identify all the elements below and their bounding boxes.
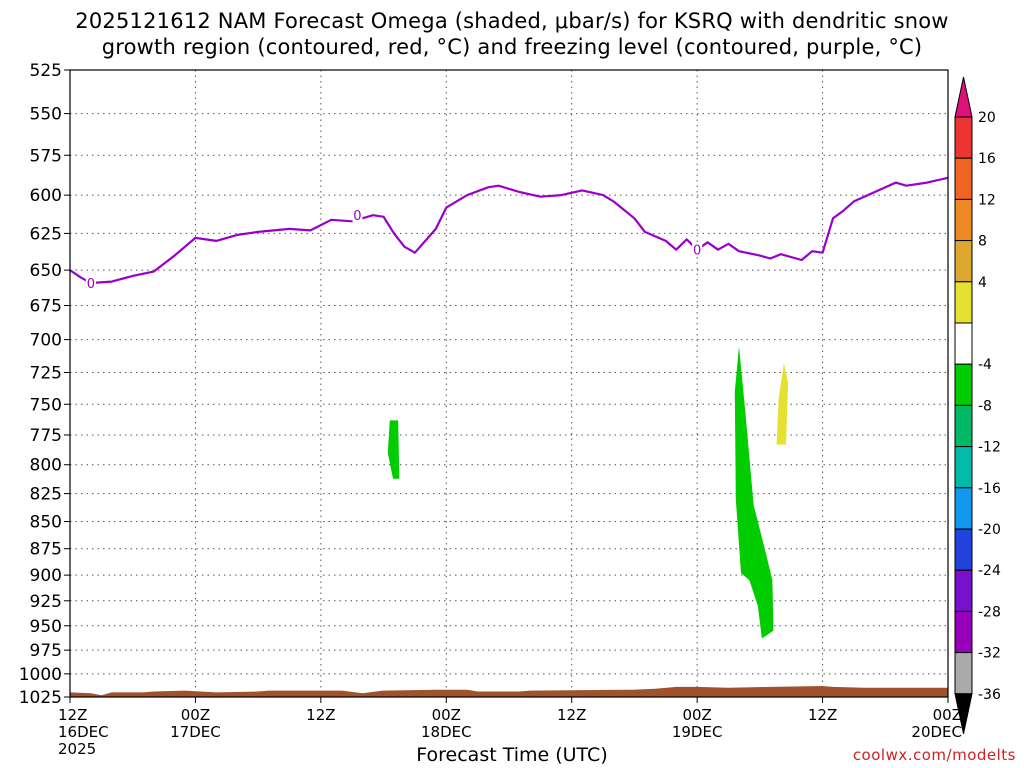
y-tick-label: 600	[30, 186, 62, 206]
contour-label-bg	[692, 242, 703, 257]
colorbar-swatch	[954, 610, 973, 654]
chart-title: 2025121612 NAM Forecast Omega (shaded, μ…	[0, 8, 1024, 60]
y-tick-label: 1000	[19, 665, 62, 685]
credit-link[interactable]: coolwx.com/modelts	[852, 746, 1016, 764]
colorbar-label: 4	[978, 275, 987, 291]
colorbar-swatch	[954, 446, 973, 489]
colorbar-label: -8	[978, 398, 992, 414]
x-tick-label: 00Z	[682, 706, 711, 724]
x-tick-label: 16DEC	[58, 723, 109, 741]
y-tick-label: 875	[30, 540, 62, 560]
plot-border	[69, 69, 949, 698]
y-tick-label: 750	[30, 395, 62, 415]
x-tick-label: 2025	[58, 740, 96, 758]
colorbar-label: -16	[978, 481, 1001, 497]
x-tick-label: 00Z	[432, 706, 461, 724]
x-tick-label: 20DEC	[911, 723, 962, 741]
contour-label: 0	[87, 277, 95, 292]
x-tick-label: 12Z	[808, 706, 837, 724]
colorbar-swatch	[954, 198, 973, 242]
colorbar-top-arrow	[954, 76, 973, 118]
x-tick-label: 18DEC	[421, 723, 472, 741]
colorbar-label: 12	[978, 192, 996, 208]
x-tick-label: 12Z	[306, 706, 335, 724]
y-tick-label: 1025	[19, 688, 62, 708]
colorbar-swatch	[954, 404, 973, 448]
omega-shading	[387, 346, 789, 639]
y-tick-label: 650	[30, 261, 62, 281]
colorbar: 20 16 12 8 4 -4 -8 -12 -16 -20 -24 -28 -32 -36	[954, 76, 1001, 734]
y-tick-label: 850	[30, 513, 62, 533]
colorbar-label: -20	[978, 522, 1001, 538]
y-tick-label: 725	[30, 363, 62, 383]
colorbar-swatch	[954, 322, 973, 365]
contour-label-bg	[352, 208, 363, 223]
y-tick-label: 825	[30, 485, 62, 505]
contour-label: 0	[353, 209, 361, 224]
colorbar-label: 20	[978, 110, 996, 126]
colorbar-bottom-arrow	[954, 693, 973, 734]
y-tick-label: 675	[30, 297, 62, 317]
colorbar-label: -12	[978, 440, 1001, 456]
y-tick-label: 975	[30, 641, 62, 661]
y-tick-label: 550	[30, 105, 62, 125]
colorbar-label: -24	[978, 563, 1001, 579]
contour-label-bg	[85, 276, 96, 291]
x-tick-label: 19DEC	[672, 723, 723, 741]
colorbar-swatch	[954, 157, 973, 200]
terrain-fill	[70, 686, 948, 697]
colorbar-label: 8	[978, 234, 987, 250]
colorbar-swatch	[954, 652, 973, 695]
x-tick-label: 00Z	[933, 706, 962, 724]
colorbar-swatch	[954, 240, 973, 283]
x-axis-title: Forecast Time (UTC)	[416, 744, 608, 766]
colorbar-label: -36	[978, 687, 1001, 703]
colorbar-label: 16	[978, 151, 996, 167]
x-tick-label: 00Z	[181, 706, 210, 724]
freezing-level-contour: 0 0 0	[70, 176, 948, 292]
omega-region	[734, 346, 774, 639]
grid-lines	[70, 70, 948, 697]
colorbar-label: -4	[978, 357, 992, 373]
y-tick-label: 575	[30, 146, 62, 166]
y-tick-label: 900	[30, 566, 62, 586]
contour-label: 0	[693, 244, 701, 259]
x-tick-label: 12Z	[557, 706, 586, 724]
y-tick-label: 625	[30, 224, 62, 244]
colorbar-label: -32	[978, 646, 1001, 662]
colorbar-swatch	[954, 569, 973, 612]
colorbar-swatch	[954, 281, 973, 324]
y-axis: 525 550 575 600 625 650 675 700 725 750 775 800 825 8…	[19, 61, 70, 708]
omega-region	[387, 420, 400, 479]
chart-title-line1: 2025121612 NAM Forecast Omega (shaded, μ…	[75, 9, 949, 33]
x-tick-label: 17DEC	[170, 723, 221, 741]
y-tick-label: 775	[30, 426, 62, 446]
plot-frame	[69, 69, 949, 698]
colorbar-swatch	[954, 528, 973, 571]
omega-region	[776, 363, 789, 445]
chart-title-line2: growth region (contoured, red, °C) and f…	[101, 35, 923, 59]
colorbar-swatch	[954, 116, 973, 159]
colorbar-label: -28	[978, 604, 1001, 620]
x-tick-label: 12Z	[58, 706, 87, 724]
y-tick-label: 925	[30, 592, 62, 612]
y-tick-label: 700	[30, 331, 62, 351]
terrain	[70, 686, 948, 697]
freezing-level-line	[70, 176, 948, 285]
y-tick-label: 525	[30, 61, 62, 81]
colorbar-swatch	[954, 487, 973, 530]
colorbar-swatch	[954, 363, 973, 406]
y-tick-label: 950	[30, 617, 62, 637]
y-tick-label: 800	[30, 456, 62, 476]
